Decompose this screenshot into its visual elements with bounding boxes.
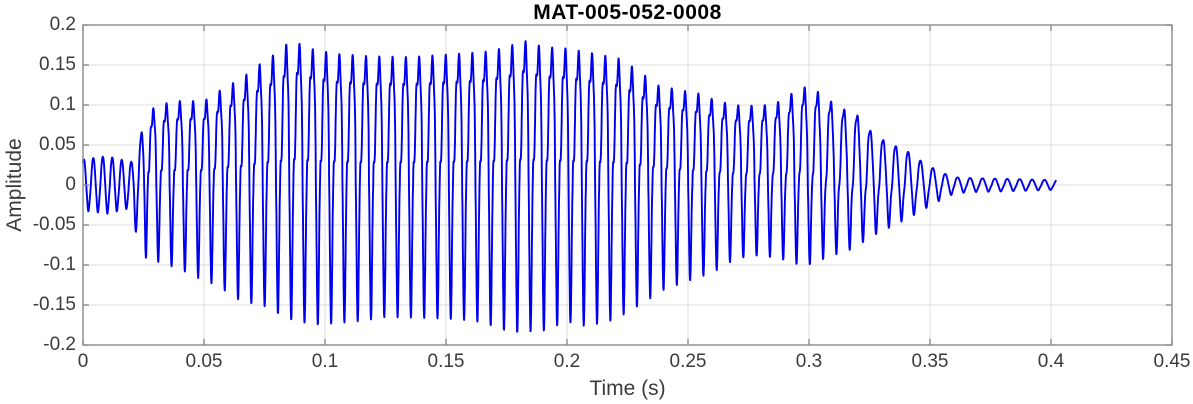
x-tick-label: 0.2 — [553, 351, 581, 372]
y-tick-label: 0.2 — [49, 14, 76, 35]
y-tick-label: -0.15 — [32, 294, 76, 315]
x-tick-label: 0.35 — [911, 351, 949, 372]
y-tick-label: 0.15 — [39, 54, 76, 75]
y-tick-label: -0.1 — [43, 254, 76, 275]
chart-title: MAT-005-052-0008 — [533, 1, 722, 24]
y-tick-label: -0.05 — [32, 214, 76, 235]
x-tick-label: 0.05 — [185, 351, 223, 372]
x-tick-label: 0.45 — [1153, 351, 1191, 372]
x-tick-label: 0.1 — [311, 351, 339, 372]
waveform-line — [82, 40, 1057, 333]
x-axis-label: Time (s) — [589, 377, 666, 400]
y-tick-label: 0.1 — [49, 94, 76, 115]
x-tick-label: 0 — [77, 351, 89, 372]
x-tick-label: 0.3 — [795, 351, 823, 372]
x-tick-label: 0.4 — [1037, 351, 1065, 372]
y-tick-label: 0.05 — [39, 134, 76, 155]
y-tick-label: -0.2 — [43, 334, 76, 355]
x-tick-label: 0.25 — [669, 351, 707, 372]
y-tick-label: 0 — [65, 174, 76, 195]
x-tick-label: 0.15 — [427, 351, 465, 372]
